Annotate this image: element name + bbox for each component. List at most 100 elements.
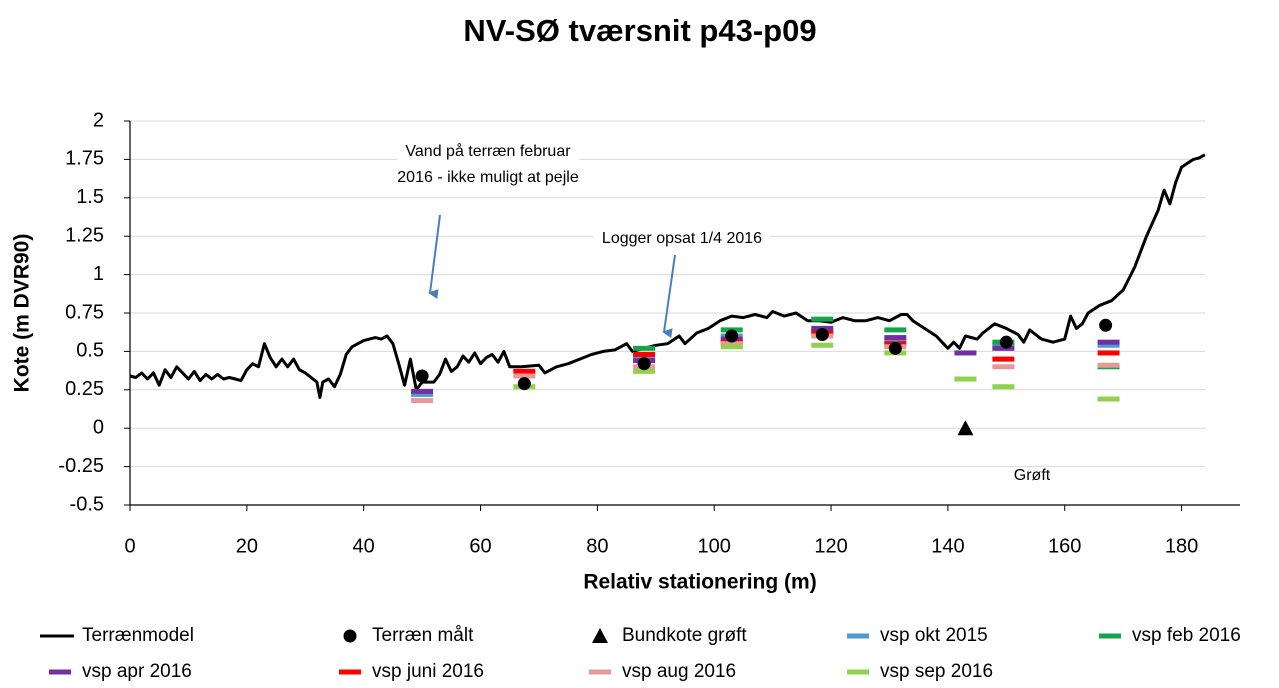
annotation-arrow (428, 214, 441, 299)
legend-label: vsp aug 2016 (622, 661, 736, 682)
y-axis-label: Kote (m DVR90) (11, 234, 34, 393)
point (633, 345, 656, 351)
point (720, 341, 743, 347)
point (999, 335, 1013, 349)
legend-swatch (1099, 633, 1121, 639)
point (1097, 339, 1120, 345)
legend-item: vsp sep 2016 (847, 661, 993, 682)
x-tick-label: 60 (469, 535, 491, 557)
point (415, 369, 429, 383)
point (1097, 350, 1120, 356)
annotation: Logger opsat 1/4 2016 (602, 230, 762, 247)
legend-item: vsp apr 2016 (49, 661, 192, 682)
point (411, 388, 434, 394)
legend-item: vsp juni 2016 (339, 661, 484, 682)
point (637, 357, 651, 371)
legend-swatch (847, 633, 869, 639)
x-tick-label: 80 (586, 535, 608, 557)
legend-item: Bundkote grøft (592, 625, 747, 646)
legend-label: vsp sep 2016 (880, 661, 993, 682)
legend-label: vsp juni 2016 (372, 661, 484, 682)
point (992, 345, 1015, 351)
point (992, 356, 1015, 362)
point (1099, 318, 1113, 332)
x-tick-label: 40 (353, 535, 375, 557)
x-tick-label: 120 (814, 535, 847, 557)
point (633, 351, 656, 357)
point (517, 377, 531, 391)
x-tick-label: 140 (931, 535, 964, 557)
point (513, 368, 536, 374)
annotation-box (593, 226, 771, 252)
legend-label: vsp feb 2016 (1132, 625, 1241, 646)
point (957, 420, 974, 436)
point (411, 391, 434, 397)
y-tick-label: 2 (93, 109, 104, 131)
legend-swatch (343, 629, 357, 643)
y-tick-label: 0 (93, 416, 104, 438)
annotation: 2016 - ikke muligt at pejle (397, 169, 579, 186)
legend-label: Terræn målt (372, 625, 474, 646)
y-tick-label: 1.25 (65, 224, 104, 246)
annotation-box (397, 138, 580, 165)
legend-label: Bundkote grøft (622, 625, 747, 646)
point (720, 344, 743, 350)
terrain-line (129, 153, 1206, 399)
y-tick-label: 1.75 (65, 148, 104, 170)
x-tick-label: 100 (698, 535, 731, 557)
legend-item: vsp okt 2015 (847, 625, 988, 646)
x-axis-label: Relativ stationering (m) (583, 571, 816, 594)
legend-label: Terrænmodel (82, 625, 194, 646)
y-tick-label: 1 (93, 263, 104, 285)
point (992, 384, 1015, 390)
annotation: Grøft (1014, 467, 1051, 484)
point (513, 373, 536, 379)
point (1097, 342, 1120, 348)
legend-item: Terræn målt (343, 625, 474, 646)
legend-swatch (49, 669, 71, 675)
annotation-arrow (662, 254, 676, 339)
y-tick-label: 0.25 (65, 378, 104, 400)
legend-label: vsp apr 2016 (82, 661, 192, 682)
x-tick-label: 0 (124, 535, 135, 557)
point (811, 316, 834, 322)
legend-swatch (589, 669, 611, 675)
point (884, 327, 907, 333)
legend: Terrænmodel Terræn målt Bundkote grøft vsp … (40, 625, 1241, 682)
plot (129, 153, 1206, 436)
legend-item: Terrænmodel (40, 625, 194, 646)
legend-item: vsp feb 2016 (1099, 625, 1241, 646)
annotation-box (389, 165, 587, 191)
point (884, 335, 907, 341)
legend-swatch (339, 669, 361, 675)
legend-swatch (592, 628, 608, 643)
legend-swatch (847, 669, 869, 675)
point (1097, 362, 1120, 368)
point (633, 368, 656, 374)
point (725, 329, 739, 343)
y-tick-label: 1.5 (76, 186, 104, 208)
x-tick-label: 20 (236, 535, 258, 557)
point (411, 398, 434, 404)
x-tick-label: 160 (1048, 535, 1081, 557)
annotation: Vand på terræn februar (405, 142, 571, 160)
point (954, 350, 977, 356)
x-tick-label: 180 (1165, 535, 1198, 557)
legend-label: vsp okt 2015 (880, 625, 988, 646)
y-tick-label: -0.25 (58, 455, 104, 477)
point (1097, 396, 1120, 402)
point (954, 376, 977, 382)
chart-title: NV-SØ tværsnit p43-p09 (463, 13, 816, 48)
point (888, 341, 902, 355)
point (811, 342, 834, 348)
point (992, 364, 1015, 370)
y-tick-label: -0.5 (70, 493, 104, 515)
point (884, 338, 907, 344)
legend-item: vsp aug 2016 (589, 661, 736, 682)
y-tick-label: 0.5 (76, 340, 104, 362)
annotation-boxes (389, 138, 771, 252)
y-tick-label: 0.75 (65, 301, 104, 323)
point (815, 328, 829, 342)
